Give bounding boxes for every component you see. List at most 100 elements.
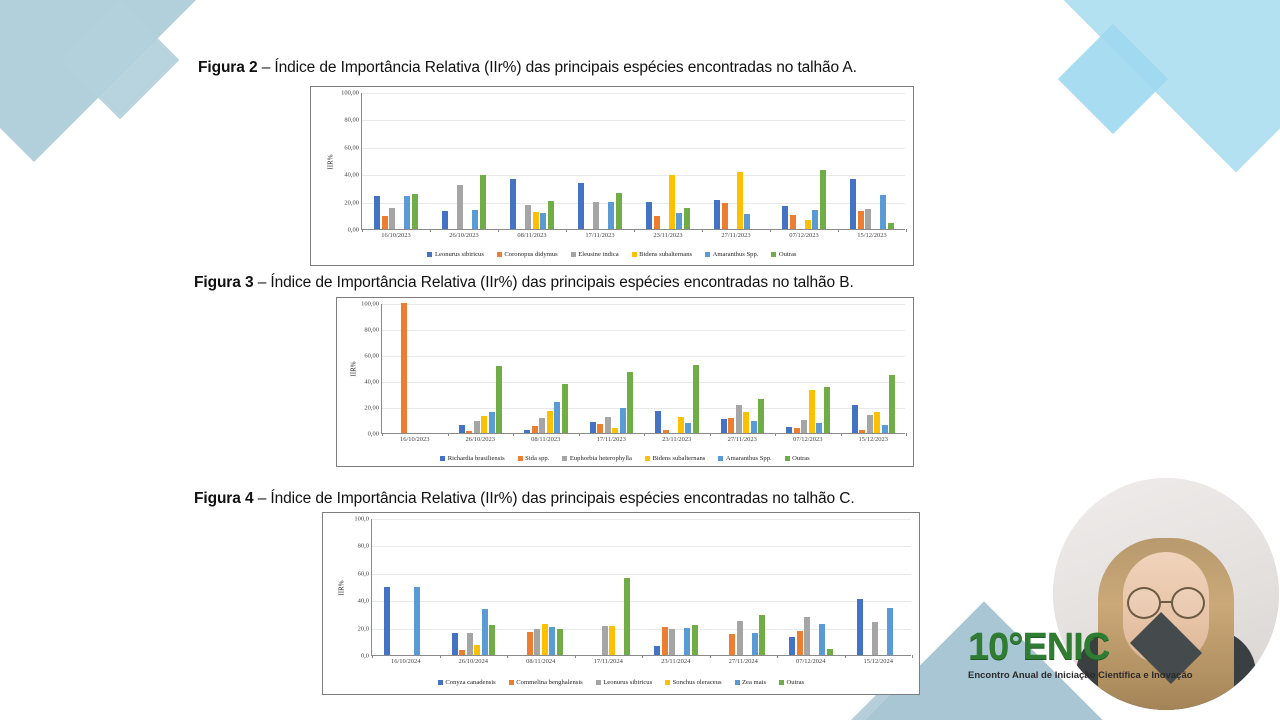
chart-figura4-y-tick-label: 40,0 xyxy=(357,597,369,605)
legend-item-commelina-benghalensis[interactable]: Commelina benghalensis xyxy=(508,679,583,686)
bar-bidens-subalternans xyxy=(481,415,487,433)
chart-figura2-y-tick-label: 0,00 xyxy=(347,226,359,234)
bar-leonurus-sibiricus xyxy=(374,196,381,229)
legend-label: Amaranthus Spp. xyxy=(712,251,759,258)
bar-amaranthus-spp xyxy=(554,401,560,433)
chart-figura3-x-tickmark xyxy=(382,433,383,436)
bar-sonchus-oleraceus xyxy=(609,625,615,655)
legend-item-conyza-canadensis[interactable]: Conyza canadensis xyxy=(437,679,496,686)
legend-item-leonurus-sibiricus[interactable]: Leonurus sibiricus xyxy=(427,251,484,258)
bar-amaranthus-spp xyxy=(685,423,691,433)
bar-leonurus-sibiricus xyxy=(466,633,473,655)
chart-figura2-x-tickmark xyxy=(770,229,771,232)
chart-figura4-x-tickmark xyxy=(574,655,576,658)
chart-figura2-x-tickmark xyxy=(838,229,839,232)
chart-figura3-y-tick-label: 0,00 xyxy=(367,430,379,438)
legend-label: Leonurus sibiricus xyxy=(603,679,653,686)
bar-outras xyxy=(479,174,486,229)
legend-item-sida-spp[interactable]: Sida spp. xyxy=(517,455,549,462)
bar-coronopus-didymus xyxy=(857,210,864,229)
legend-label: Leonurus sibiricus xyxy=(434,251,484,258)
chart-figura4-y-axis-label: IIR% xyxy=(337,579,346,596)
bar-leonurus-sibiricus xyxy=(871,622,878,655)
legend-item-eleusine-indica[interactable]: Eleusine indica xyxy=(570,251,619,258)
legend-item-outras[interactable]: Outras xyxy=(784,455,810,462)
bar-leonurus-sibiricus xyxy=(578,182,585,229)
bar-euphorbia-heterophylla xyxy=(473,420,480,433)
chart-figura2-x-tick-label: 17/11/2023 xyxy=(585,232,615,239)
bar-leonurus-sibiricus xyxy=(714,200,721,229)
chart-figura3-gridline xyxy=(382,304,905,305)
bar-sida-spp xyxy=(597,423,603,433)
chart-figura2-x-tick-label: 27/11/2023 xyxy=(721,232,751,239)
legend-item-amaranthus-spp[interactable]: Amaranthus Spp. xyxy=(718,455,772,462)
figure-4-text: – Índice de Importância Relativa (IIr%) … xyxy=(253,490,855,507)
bar-outras xyxy=(547,200,554,229)
bar-outras xyxy=(692,364,699,433)
bar-outras xyxy=(887,222,894,229)
chart-figura2-bar-group: 26/10/2023 xyxy=(430,93,499,239)
legend-label: Coronopus didymus xyxy=(504,251,558,258)
bar-bidens-subalternans xyxy=(874,411,880,433)
bar-richardia-brasiliensis xyxy=(458,425,465,433)
bar-conyza-canadensis xyxy=(856,598,863,655)
chart-figura3-bar-group: 16/10/2023 xyxy=(382,303,449,443)
legend-item-euphorbia-heterophylla[interactable]: Euphorbia heterophylla xyxy=(562,455,632,462)
chart-figura2-y-tick-label: 40,00 xyxy=(344,171,359,179)
bar-sida-spp xyxy=(793,427,800,433)
figure-3-caption: Figura 3 – Índice de Importância Relativ… xyxy=(194,274,854,292)
legend-swatch-icon xyxy=(718,456,724,461)
bar-leonurus-sibiricus xyxy=(669,628,675,655)
chart-figura4-legend: Conyza canadensis Commelina benghalensis L… xyxy=(323,679,919,686)
legend-item-bidens-subalternans[interactable]: Bidens subalternans xyxy=(631,251,692,258)
bar-leonurus-sibiricus xyxy=(534,629,540,655)
chart-figura2-x-tickmark xyxy=(634,229,635,232)
bar-commelina-benghalensis xyxy=(796,631,803,655)
bar-sida-spp xyxy=(466,431,472,433)
bar-amaranthus-spp xyxy=(488,411,495,433)
legend-item-leonurus-sibiricus[interactable]: Leonurus sibiricus xyxy=(595,679,653,686)
legend-swatch-icon xyxy=(496,252,502,257)
bar-amaranthus-spp xyxy=(880,194,887,229)
figure-2-text: – Índice de Importância Relativa (IIr%) … xyxy=(257,59,857,76)
bar-amaranthus-spp xyxy=(750,420,757,433)
legend-item-zea-mais[interactable]: Zea mais xyxy=(734,679,766,686)
chart-figura4-x-tickmark xyxy=(439,655,441,658)
chart-figura3-x-tick-label: 15/12/2023 xyxy=(858,436,889,443)
chart-figura4-bar-group: 08/11/2024 xyxy=(507,519,576,665)
chart-figura2-gridline xyxy=(362,175,905,177)
legend-swatch-icon xyxy=(644,456,650,461)
bar-sonchus-oleraceus xyxy=(474,645,480,655)
chart-figura3-x-tick-label: 16/10/2023 xyxy=(399,436,430,443)
legend-item-coronopus-didymus[interactable]: Coronopus didymus xyxy=(496,251,558,258)
legend-item-sonchus-oleraceus[interactable]: Sonchus oleraceus xyxy=(665,679,722,686)
chart-figura2-y-tick-label: 20,00 xyxy=(344,199,359,207)
chart-figura4-gridline xyxy=(372,546,911,548)
legend-item-outras[interactable]: Outras xyxy=(779,679,804,686)
bar-outras xyxy=(615,193,622,229)
chart-figura3-y-tick-label: 40,00 xyxy=(364,378,379,386)
chart-figura2-bar-group: 27/11/2023 xyxy=(702,93,771,239)
event-logo-title: 10°ENIC xyxy=(968,626,1110,668)
chart-figura3-bar-group: 07/12/2023 xyxy=(775,304,842,443)
chart-figura3-y-tick-label: 20,00 xyxy=(364,404,379,412)
chart-figura4-x-tick-label: 07/12/2024 xyxy=(795,658,826,665)
glasses-right-lens-icon xyxy=(1171,587,1205,620)
legend-item-bidens-subalternans[interactable]: Bidens subalternans xyxy=(644,455,705,462)
legend-item-amaranthus-spp[interactable]: Amaranthus Spp. xyxy=(705,251,758,258)
chart-figura4-bar-group: 23/11/2024 xyxy=(642,519,711,665)
chart-figura3: IIR% 0,00 20,00 40,00 60,00 80,00 100,00 16/10/… xyxy=(336,297,914,467)
chart-figura4-plot-area: 0,0 20,0 40,0 60,0 80,0 100,0 16/10/2024 26/10/… xyxy=(354,516,913,665)
legend-label: Euphorbia heterophylla xyxy=(569,455,632,462)
chart-figura3-x-tick-label: 08/11/2023 xyxy=(531,436,561,443)
legend-item-outras[interactable]: Outras xyxy=(771,251,797,258)
chart-figura4-bar-group: 07/12/2024 xyxy=(777,519,846,665)
bar-outras xyxy=(489,625,495,655)
chart-figura2-gridline xyxy=(362,93,905,94)
legend-item-richardia-brasiliensis[interactable]: Richardia brasiliensis xyxy=(440,455,505,462)
chart-figura4-x-tick-label: 08/11/2024 xyxy=(526,658,556,665)
bar-amaranthus-spp xyxy=(881,424,888,433)
legend-swatch-icon xyxy=(508,680,514,685)
chart-figura4-gridline xyxy=(372,628,911,630)
presenter-webcam[interactable] xyxy=(1053,478,1279,710)
